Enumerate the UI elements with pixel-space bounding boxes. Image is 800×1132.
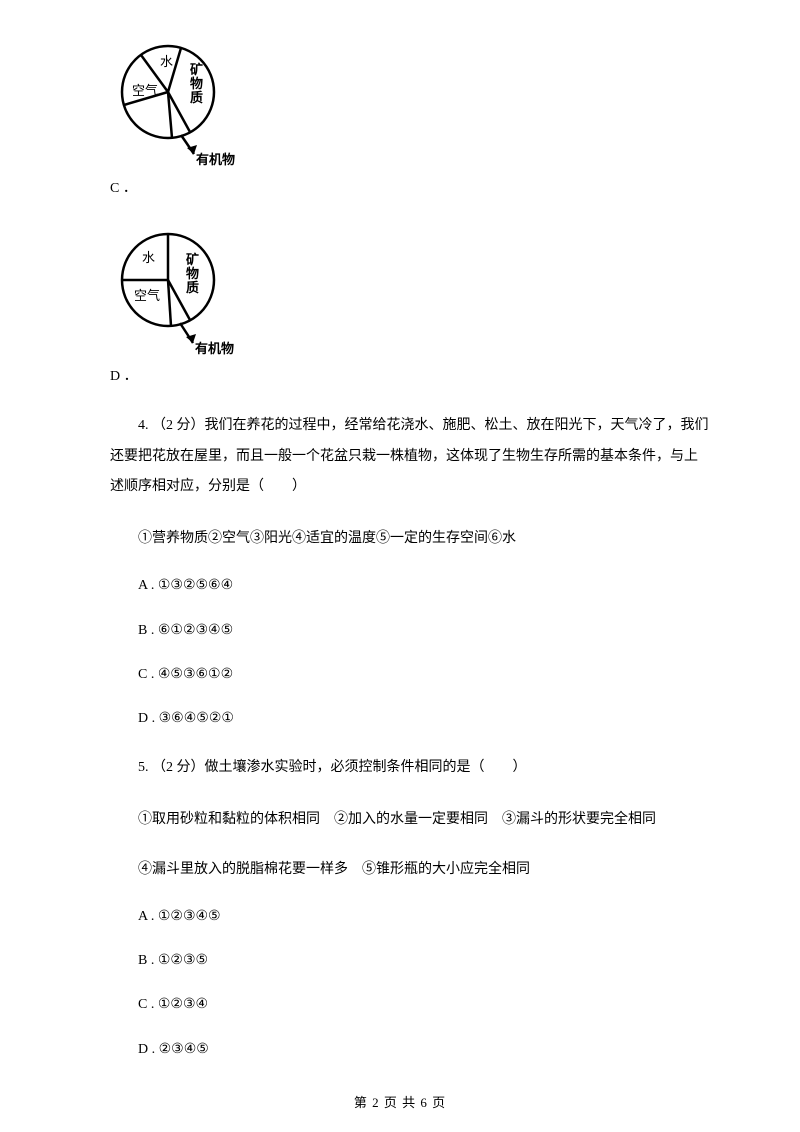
question-5-text: 5. （2 分）做土壤渗水实验时，必须控制条件相同的是（ ）: [110, 753, 710, 784]
page-footer: 第 2 页 共 6 页: [0, 1093, 800, 1114]
q5-option-d: D . ②③④⑤: [110, 1039, 730, 1061]
question-5-sub2: ④漏斗里放入的脱脂棉花要一样多 ⑤锥形瓶的大小应完全相同: [110, 856, 730, 884]
question-4-sub: ①营养物质②空气③阳光④适宜的温度⑤一定的生存空间⑥水: [110, 525, 730, 553]
label-mineral-1: 矿: [190, 62, 203, 77]
label-mineral-d2: 物: [186, 266, 199, 281]
label-mineral-d1: 矿: [186, 252, 199, 267]
q5-option-b: B . ①②③⑤: [110, 950, 730, 972]
label-mineral-d3: 质: [186, 280, 199, 295]
label-water-d: 水: [142, 250, 155, 265]
option-c-diagram: 水 空气 矿 物 质 有机物: [110, 40, 730, 170]
label-mineral-3: 质: [190, 90, 203, 105]
q4-option-b: B . ⑥①②③④⑤: [110, 620, 730, 642]
q5-option-c: C . ①②③④: [110, 994, 730, 1016]
label-water: 水: [160, 54, 173, 69]
q4-option-c: C . ④⑤③⑥①②: [110, 664, 730, 686]
option-d-diagram: 水 空气 矿 物 质 有机物: [110, 228, 730, 358]
question-5-sub1: ①取用砂粒和黏粒的体积相同 ②加入的水量一定要相同 ③漏斗的形状要完全相同: [110, 806, 730, 834]
q5-option-a: A . ①②③④⑤: [110, 906, 730, 928]
q4-option-d: D . ③⑥④⑤②①: [110, 708, 730, 730]
label-organic-d: 有机物: [195, 341, 234, 356]
option-c-letter: C ．: [110, 178, 730, 200]
label-air-d: 空气: [134, 288, 160, 303]
q4-option-a: A . ①③②⑤⑥④: [110, 575, 730, 597]
question-4-text: 4. （2 分）我们在养花的过程中，经常给花浇水、施肥、松土、放在阳光下，天气冷…: [110, 411, 710, 503]
option-d-letter: D ．: [110, 366, 730, 388]
label-air: 空气: [132, 83, 158, 98]
label-mineral-2: 物: [190, 76, 203, 91]
label-organic: 有机物: [196, 152, 235, 167]
